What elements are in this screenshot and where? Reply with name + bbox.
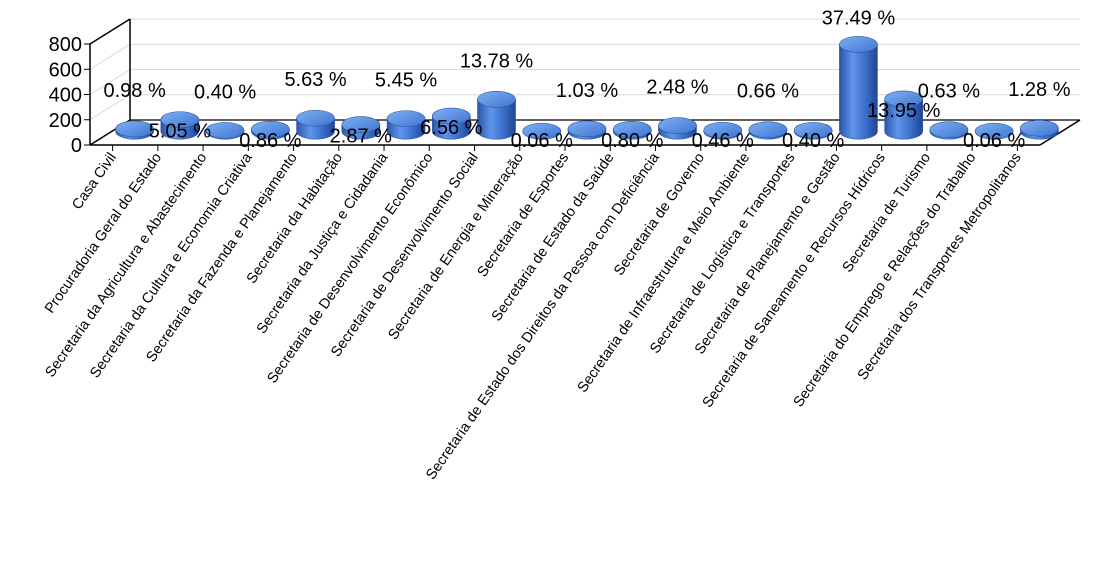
- bar: [386, 110, 426, 140]
- bar: [160, 111, 200, 140]
- bar-top: [612, 121, 652, 138]
- bar: [251, 120, 290, 140]
- category-label: Casa Civil: [69, 150, 120, 213]
- data-label: 5.63 %: [284, 69, 346, 91]
- bar: [477, 91, 516, 140]
- bar-top: [522, 122, 562, 140]
- category-label: Secretaria da Agricultura e Abasteciment…: [42, 150, 210, 380]
- y-tick-label: 400: [49, 85, 82, 107]
- bar: [522, 122, 562, 140]
- data-label: 0.63 %: [918, 81, 980, 103]
- data-label: 0.86 %: [239, 130, 301, 152]
- bar-top: [884, 90, 923, 108]
- bar-body: [884, 98, 923, 140]
- data-label: 0.06 %: [511, 130, 573, 152]
- bar: [884, 90, 923, 140]
- bar-top: [296, 109, 335, 127]
- data-label: 0.80 %: [601, 130, 663, 152]
- data-label: 0.98 %: [103, 80, 165, 102]
- bar-top: [160, 111, 200, 128]
- data-label: 2.48 %: [646, 77, 708, 99]
- bar-top: [386, 110, 426, 127]
- gridline-side: [89, 94, 131, 121]
- category-label: Secretaria dos Transportes Metropolitano…: [855, 150, 1025, 383]
- bar: [929, 121, 969, 140]
- data-label: 5.05 %: [149, 121, 211, 143]
- bar-top: [567, 120, 607, 138]
- data-label: 1.28 %: [1008, 79, 1070, 101]
- bar: [658, 117, 697, 140]
- bar-top: [703, 121, 743, 139]
- gridline-side: [89, 69, 131, 95]
- bar-top: [748, 121, 788, 139]
- data-label: 37.49 %: [822, 7, 896, 29]
- data-label: 0.06 %: [963, 130, 1025, 152]
- bar-top: [929, 121, 969, 139]
- bar: [974, 122, 1014, 140]
- bar-top: [251, 120, 290, 138]
- data-label: 0.40 %: [782, 130, 844, 152]
- category-label: Secretaria de Turismo: [840, 150, 934, 275]
- category-label: Secretaria de Governo: [611, 150, 708, 279]
- bar: [115, 120, 154, 140]
- data-label: 0.46 %: [692, 130, 754, 152]
- data-label: 13.78 %: [460, 50, 534, 72]
- y-tick-label: 800: [49, 34, 82, 56]
- bar-top: [205, 122, 245, 139]
- data-label: 0.66 %: [737, 81, 799, 103]
- bar: [793, 122, 833, 140]
- category-label: Secretaria da Cultura e Economia Criativ…: [87, 149, 256, 381]
- bar: [748, 121, 788, 140]
- data-label: 2.87 %: [330, 126, 392, 148]
- floor-right-edge: [1039, 119, 1081, 146]
- wall-top-edge: [89, 18, 131, 45]
- bar: [567, 120, 607, 140]
- data-label: 5.45 %: [375, 70, 437, 92]
- bar: [612, 121, 652, 140]
- bar-body: [839, 44, 878, 140]
- bar-top: [658, 117, 697, 134]
- y-tick-label: 200: [49, 110, 82, 132]
- category-label: Secretaria de Desenvolvimento Econômico: [264, 150, 436, 386]
- bar-top: [839, 36, 878, 53]
- bar-top: [115, 120, 154, 138]
- bar-top: [341, 116, 381, 133]
- y-tick-label: 600: [49, 59, 82, 81]
- bar: [341, 116, 381, 140]
- bar-top: [477, 91, 516, 108]
- bar-body: [477, 99, 516, 140]
- bar: [431, 107, 471, 140]
- bar-top: [974, 122, 1014, 140]
- bar: [296, 109, 335, 140]
- bar: [839, 36, 878, 140]
- y-tick-label: 0: [71, 135, 82, 157]
- data-label: 13.95 %: [867, 100, 941, 122]
- gridline-side: [89, 43, 131, 70]
- bar-top: [793, 122, 833, 139]
- bar-top: [1020, 119, 1059, 137]
- data-label: 1.03 %: [556, 80, 618, 102]
- category-label: Secretaria de Esportes: [475, 150, 573, 280]
- bar: [1020, 119, 1059, 140]
- bar: [703, 121, 743, 140]
- data-label: 0.40 %: [194, 81, 256, 103]
- bar-top: [431, 107, 471, 125]
- bar: [205, 122, 245, 140]
- category-label: Secretaria de Infraestrutura e Meio Ambi…: [575, 150, 754, 396]
- data-label: 6.56 %: [420, 117, 482, 139]
